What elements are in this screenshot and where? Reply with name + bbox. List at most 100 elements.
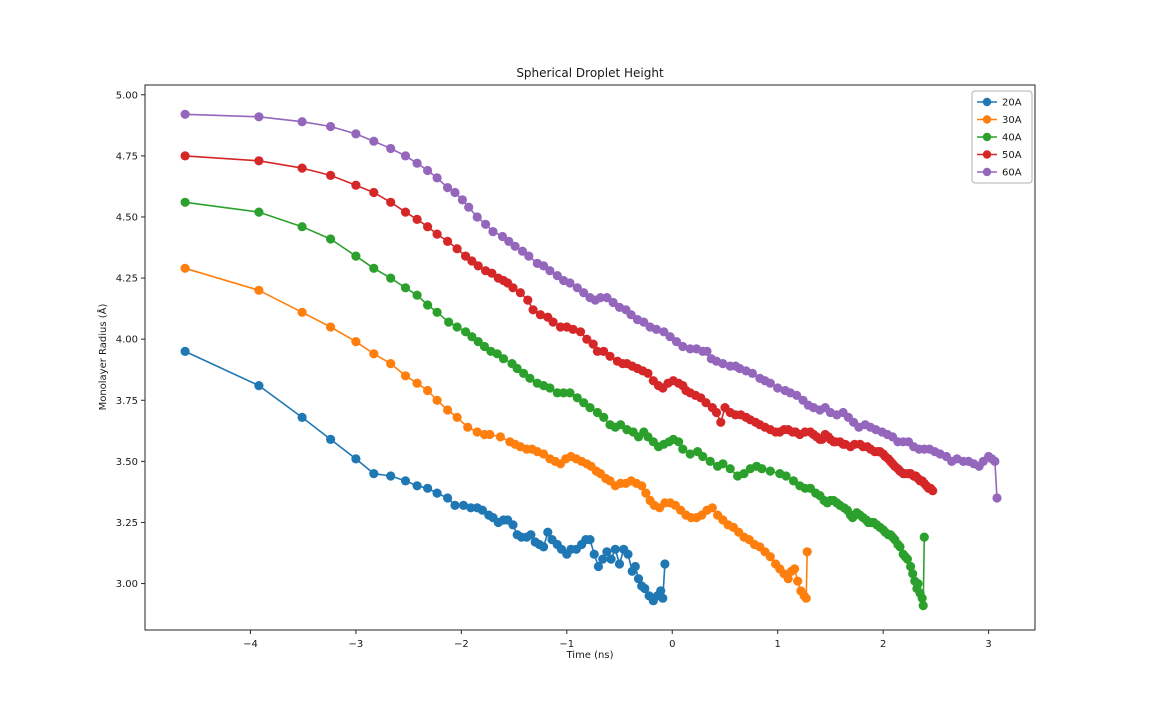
marker [643, 368, 653, 378]
marker [725, 464, 735, 474]
marker [565, 278, 575, 288]
x-tick-label: 2 [880, 639, 886, 650]
legend-marker [982, 167, 992, 177]
marker [464, 202, 474, 212]
marker [671, 337, 682, 347]
x-axis-label: Time (ns) [566, 650, 614, 661]
marker [400, 207, 411, 217]
marker [497, 231, 508, 242]
marker [765, 466, 775, 476]
marker [443, 236, 453, 246]
marker [543, 527, 553, 537]
y-tick-label: 3.75 [116, 396, 138, 407]
marker [588, 339, 598, 349]
marker [254, 381, 264, 391]
marker [548, 317, 558, 327]
marker [595, 293, 606, 303]
x-tick-label: −3 [349, 639, 364, 650]
marker [718, 359, 728, 369]
marker [685, 449, 695, 459]
marker [515, 288, 526, 298]
marker [802, 547, 812, 557]
marker [400, 371, 411, 381]
legend-entry-30A: 30A [977, 115, 1022, 126]
legend-entry-40A: 40A [977, 133, 1022, 144]
marker [678, 341, 688, 352]
marker [180, 151, 190, 161]
marker [656, 586, 666, 596]
legend-marker [982, 97, 992, 107]
marker [472, 212, 482, 222]
series-40A [180, 197, 929, 611]
series-30A [180, 263, 812, 603]
marker [552, 271, 562, 281]
marker [467, 256, 477, 266]
marker [783, 574, 793, 584]
marker [565, 388, 575, 398]
marker [400, 476, 411, 486]
marker [592, 346, 603, 356]
marker [747, 368, 758, 378]
marker [640, 583, 650, 594]
marker [559, 388, 569, 398]
marker [386, 273, 396, 283]
marker [698, 451, 708, 462]
marker [423, 165, 433, 176]
marker [254, 156, 264, 166]
marker [528, 305, 538, 315]
marker [658, 593, 668, 603]
marker [485, 429, 495, 440]
x-tick-label: 1 [775, 639, 781, 650]
marker [992, 493, 1002, 503]
marker [461, 251, 471, 261]
series-50A [180, 151, 938, 496]
marker [579, 398, 589, 408]
marker [902, 554, 913, 564]
marker [326, 121, 336, 132]
marker [990, 456, 1000, 466]
marker [450, 500, 460, 510]
marker [369, 263, 379, 273]
marker [757, 464, 767, 474]
legend-entry-50A: 50A [977, 150, 1022, 161]
series-line [184, 267, 808, 599]
legend-marker [982, 132, 992, 142]
marker [685, 344, 695, 354]
x-tick-label: −4 [243, 639, 258, 650]
marker [472, 427, 482, 437]
marker [423, 222, 433, 232]
x-tick-label: 0 [669, 639, 675, 650]
marker [674, 437, 684, 447]
legend-label: 30A [1002, 115, 1022, 126]
marker [400, 151, 411, 161]
marker [623, 549, 633, 559]
x-tick-label: −2 [454, 639, 469, 650]
marker [351, 129, 361, 139]
marker [568, 324, 578, 334]
marker [369, 136, 379, 146]
marker [386, 359, 396, 369]
chart-title: Spherical Droplet Height [516, 66, 664, 80]
marker [608, 297, 618, 308]
legend-label: 40A [1002, 133, 1022, 144]
y-tick-label: 5.00 [116, 90, 138, 101]
marker [906, 561, 916, 572]
marker [326, 170, 336, 180]
marker [585, 535, 595, 545]
marker [919, 532, 929, 542]
marker [539, 449, 549, 459]
plot-border [144, 84, 1036, 631]
marker [592, 407, 603, 418]
y-tick-label: 4.75 [116, 151, 138, 162]
marker [423, 483, 433, 493]
marker [702, 346, 712, 356]
marker [180, 197, 190, 207]
marker [254, 112, 264, 122]
marker [423, 385, 433, 396]
marker [443, 405, 453, 415]
marker [450, 187, 460, 198]
marker [660, 559, 670, 569]
legend-entry-60A: 60A [977, 168, 1022, 179]
